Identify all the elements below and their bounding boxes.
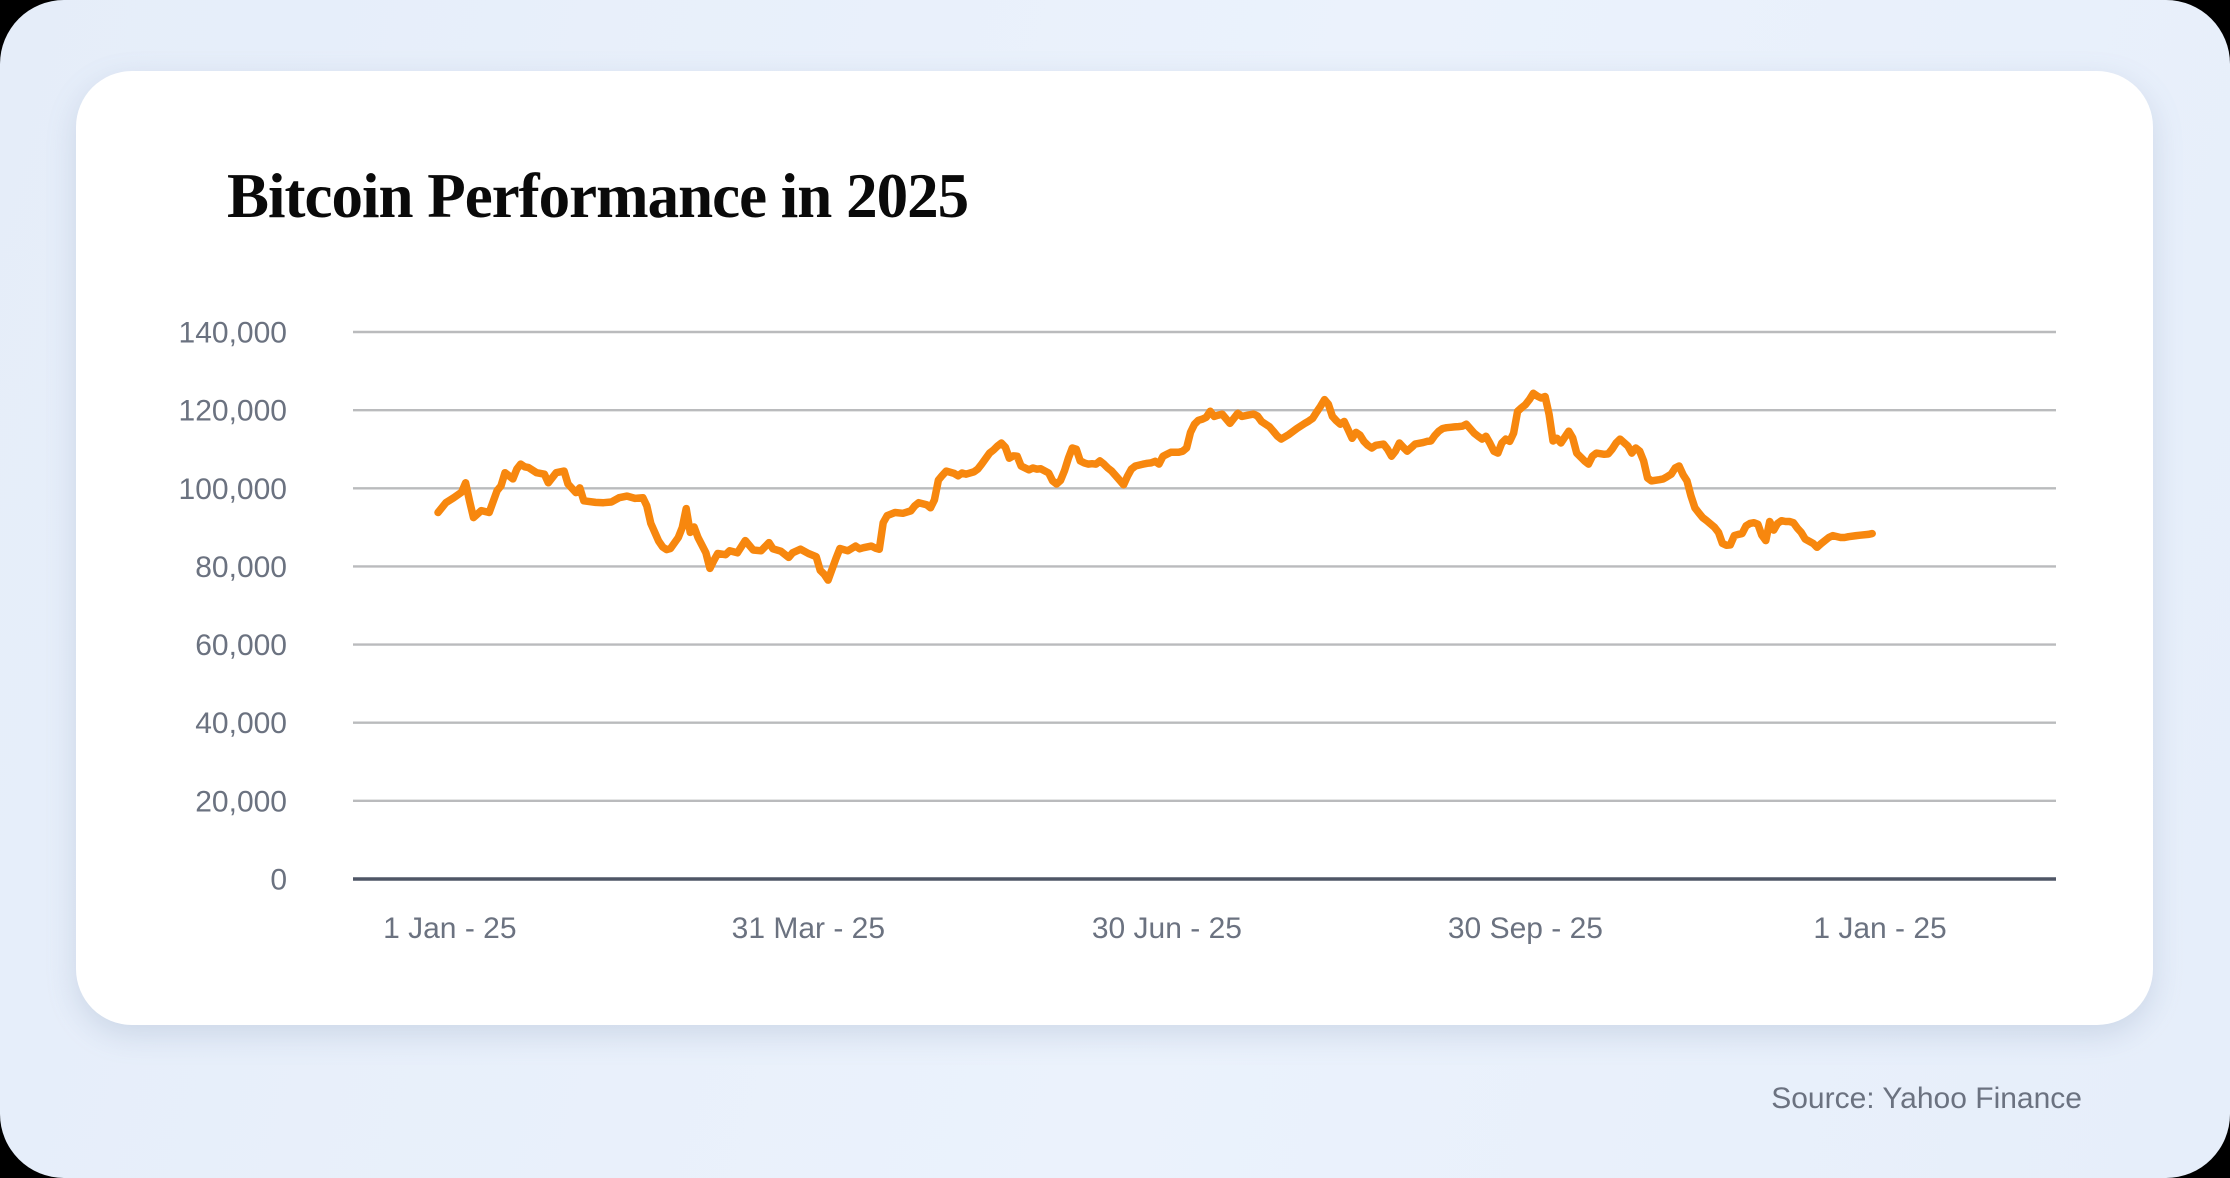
y-axis-label: 60,000	[195, 629, 287, 662]
bitcoin-line-chart: 0 20,000 40,000 60,000 80,000 100,000 120,000 1…	[179, 317, 2056, 945]
y-axis-label: 40,000	[195, 707, 287, 740]
chart-card: 0 20,000 40,000 60,000 80,000 100,000 120,000 1…	[76, 71, 2153, 1025]
y-axis-label: 0	[270, 864, 287, 897]
x-axis-label: 31 Mar - 25	[732, 912, 885, 945]
y-axis-label: 100,000	[179, 473, 287, 506]
chart-title: Bitcoin Performance in 2025	[227, 161, 969, 231]
y-axis-label: 20,000	[195, 785, 287, 818]
y-axis-label: 80,000	[195, 551, 287, 584]
x-axis-label: 1 Jan - 25	[383, 912, 516, 945]
x-axis-label: 30 Jun - 25	[1092, 912, 1242, 945]
x-axis-label: 1 Jan - 25	[1813, 912, 1946, 945]
price-line	[434, 389, 1876, 584]
source-caption: Source: Yahoo Finance	[1771, 1082, 2082, 1115]
y-axis-label: 120,000	[179, 395, 287, 428]
y-axis-label: 140,000	[179, 317, 287, 350]
x-axis-label: 30 Sep - 25	[1448, 912, 1603, 945]
